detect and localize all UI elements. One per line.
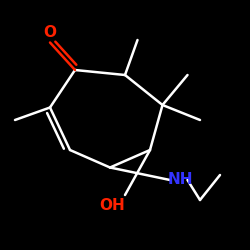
Text: O: O <box>44 25 57 40</box>
Text: NH: NH <box>167 172 193 188</box>
Text: OH: OH <box>100 198 126 212</box>
